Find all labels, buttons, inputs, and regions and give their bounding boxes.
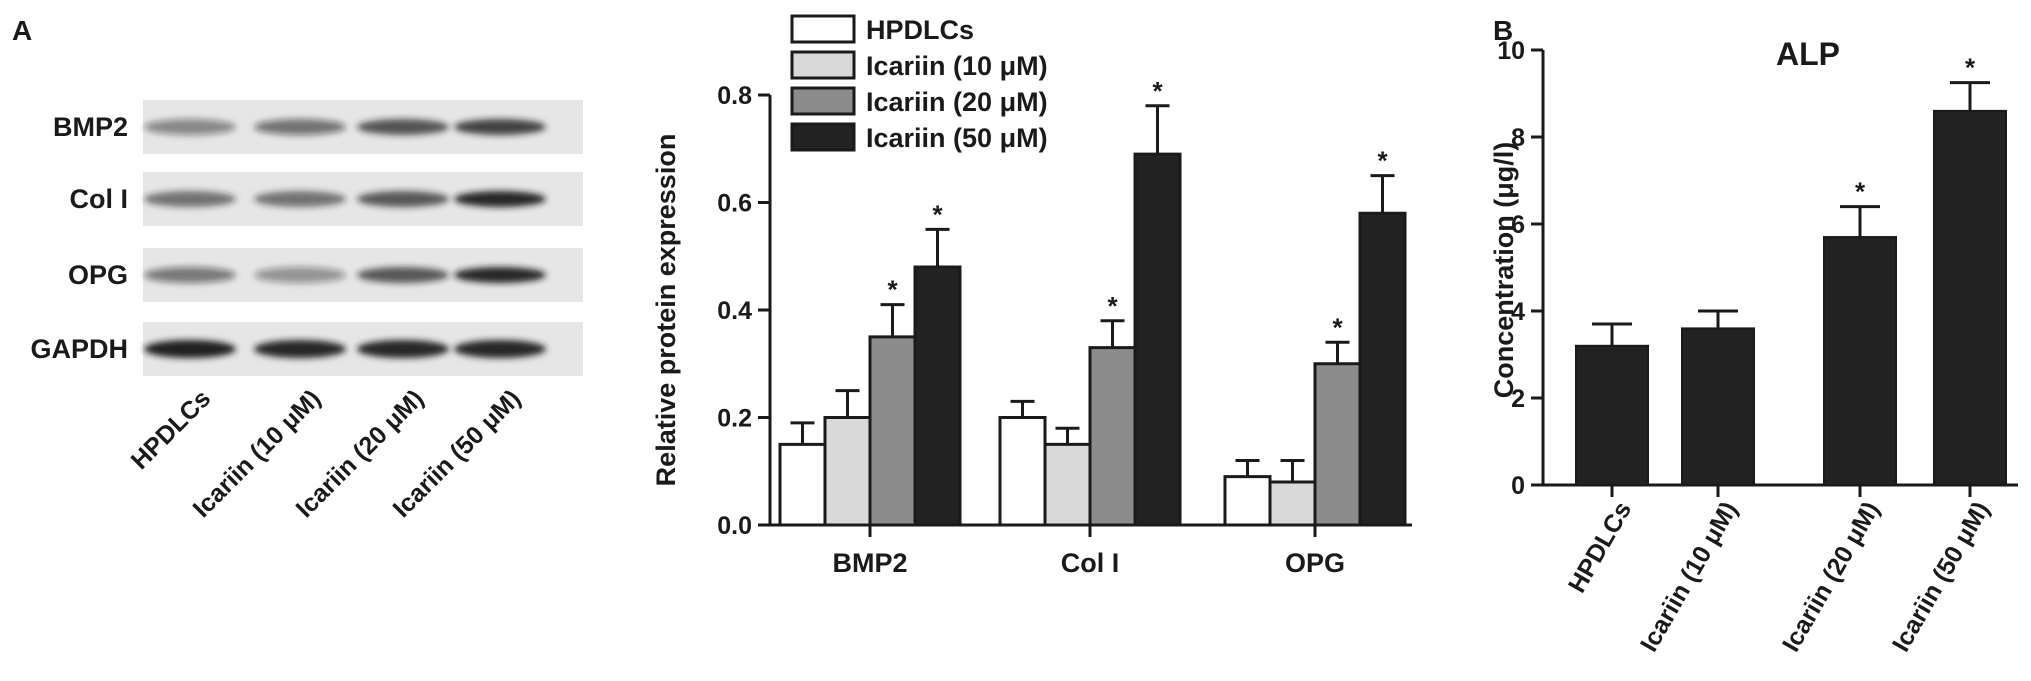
x-tick-label: Col I xyxy=(1061,548,1120,578)
x-tick-label: OPG xyxy=(1285,548,1345,578)
blot-lane-label: HPDLCs xyxy=(126,384,217,475)
significance-star: * xyxy=(1965,53,1976,83)
bar xyxy=(778,442,827,527)
blot-band xyxy=(144,267,236,283)
bar xyxy=(1088,346,1137,527)
blot-band xyxy=(144,340,236,358)
legend-swatch xyxy=(790,50,856,80)
significance-star: * xyxy=(1152,76,1163,106)
blot-band xyxy=(357,191,449,207)
y-tick-label: 6 xyxy=(1511,211,1525,239)
x-tick-label: Icariin (10 μM) xyxy=(1635,497,1743,657)
bar xyxy=(1933,109,2007,487)
legend-label: HPDLCs xyxy=(866,15,974,45)
blot-band xyxy=(357,267,449,283)
bar xyxy=(1823,236,1897,486)
blot-row-label: Col I xyxy=(70,184,129,214)
legend-swatch xyxy=(790,86,856,116)
x-tick-label: HPDLCs xyxy=(1563,497,1637,598)
blot-band xyxy=(254,191,346,207)
bar xyxy=(1223,475,1272,527)
x-tick-label: Icariin (50 μM) xyxy=(1887,497,1995,657)
significance-star: * xyxy=(1377,146,1388,176)
bar xyxy=(1681,327,1755,486)
y-tick-label: 8 xyxy=(1511,124,1525,152)
panel-b-label: B xyxy=(1493,15,1513,46)
significance-star: * xyxy=(887,275,898,305)
bar xyxy=(1043,442,1092,527)
significance-star: * xyxy=(932,199,943,229)
bar xyxy=(1358,211,1407,527)
y-axis-label: Concentration (μg/l) xyxy=(1489,142,1519,399)
x-tick-label: BMP2 xyxy=(832,548,907,578)
legend-label: Icariin (50 μM) xyxy=(866,123,1048,153)
y-tick-label: 0.8 xyxy=(717,82,752,110)
legend-swatch xyxy=(790,122,856,152)
blot-row-label: BMP2 xyxy=(53,112,128,142)
bar xyxy=(1133,152,1182,527)
blot-band xyxy=(254,267,346,283)
y-tick-label: 0.4 xyxy=(717,297,752,325)
blot-band xyxy=(254,340,346,358)
significance-star: * xyxy=(1855,177,1866,207)
y-tick-label: 0.2 xyxy=(717,405,752,433)
bar xyxy=(998,416,1047,527)
significance-star: * xyxy=(1107,291,1118,321)
x-tick-label: Icariin (20 μM) xyxy=(1777,497,1885,657)
blot-band xyxy=(454,340,546,358)
y-tick-label: 0.0 xyxy=(717,512,752,540)
blot-band xyxy=(144,191,236,207)
blot-band xyxy=(357,340,449,358)
blot-band xyxy=(357,119,449,135)
blot-band xyxy=(254,119,346,135)
bar xyxy=(823,416,872,527)
y-tick-label: 10 xyxy=(1497,37,1525,65)
legend-label: Icariin (10 μM) xyxy=(866,51,1048,81)
blot-row-label: OPG xyxy=(68,260,128,290)
y-axis-label: Relative protein expression xyxy=(651,134,681,487)
legend-swatch xyxy=(790,14,856,44)
blot-band xyxy=(454,267,546,283)
y-tick-label: 4 xyxy=(1511,298,1525,326)
blot-band xyxy=(454,191,546,207)
bar xyxy=(1268,480,1317,527)
bar xyxy=(868,335,917,527)
significance-star: * xyxy=(1332,312,1343,342)
blot-band xyxy=(454,119,546,135)
bar xyxy=(1575,344,1649,486)
panel-a-label: A xyxy=(12,15,32,46)
bar xyxy=(1313,362,1362,527)
blot-band xyxy=(144,119,236,135)
y-tick-label: 0 xyxy=(1511,472,1525,500)
y-tick-label: 2 xyxy=(1511,385,1525,413)
bar xyxy=(913,265,962,527)
legend-label: Icariin (20 μM) xyxy=(866,87,1048,117)
protein-expression-chart: 0.0 0.2 0.4 0.6 0.8 Relative protein expressi… xyxy=(651,14,1412,578)
y-tick-label: 0.6 xyxy=(717,190,752,218)
chart-title: ALP xyxy=(1776,36,1840,72)
blot-row-label: GAPDH xyxy=(30,334,128,364)
